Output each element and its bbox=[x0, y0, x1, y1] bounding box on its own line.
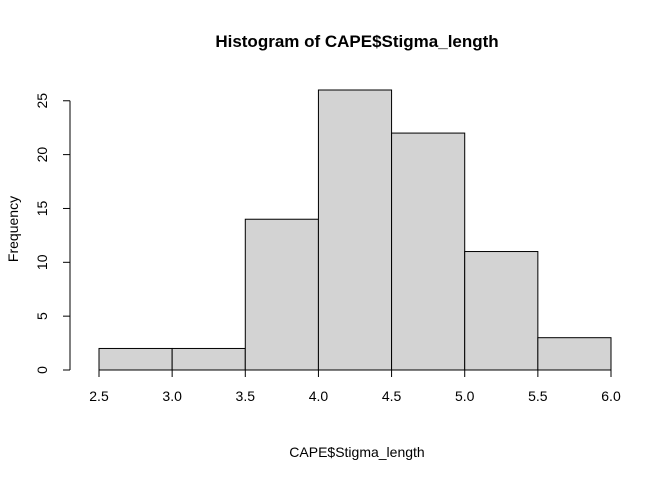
chart-title: Histogram of CAPE$Stigma_length bbox=[215, 32, 498, 51]
x-tick-label-2: 3.5 bbox=[236, 388, 256, 404]
x-axis: 2.5 3.0 3.5 4.0 4.5 5.0 5.5 6.0 bbox=[89, 369, 621, 404]
x-tick-label-5: 5.0 bbox=[455, 388, 475, 404]
histogram-bar-6 bbox=[537, 337, 612, 371]
y-tick-label-5: 25 bbox=[34, 93, 50, 109]
y-tick-label-2: 10 bbox=[34, 254, 50, 270]
y-axis-label: Frequency bbox=[5, 196, 21, 262]
x-tick-label-6: 5.5 bbox=[528, 388, 548, 404]
bars-group bbox=[98, 89, 612, 371]
histogram-bar-4 bbox=[391, 132, 466, 371]
histogram-bar-1 bbox=[171, 347, 246, 371]
histogram-bar-5 bbox=[464, 251, 539, 371]
y-tick-label-4: 20 bbox=[34, 147, 50, 163]
x-tick-label-7: 6.0 bbox=[601, 388, 621, 404]
y-tick-label-1: 5 bbox=[34, 312, 50, 320]
x-tick-label-4: 4.5 bbox=[382, 388, 402, 404]
histogram-bar-0 bbox=[98, 347, 173, 371]
histogram-bar-3 bbox=[317, 89, 393, 371]
x-tick-label-0: 2.5 bbox=[89, 388, 109, 404]
y-tick-label-0: 0 bbox=[34, 366, 50, 374]
y-tick-label-3: 15 bbox=[34, 200, 50, 216]
x-axis-label: CAPE$Stigma_length bbox=[289, 444, 424, 460]
x-tick-label-1: 3.0 bbox=[162, 388, 182, 404]
y-axis: 0 5 10 15 20 25 bbox=[34, 93, 71, 374]
histogram-bar-2 bbox=[244, 218, 319, 371]
x-tick-label-3: 4.0 bbox=[309, 388, 329, 404]
